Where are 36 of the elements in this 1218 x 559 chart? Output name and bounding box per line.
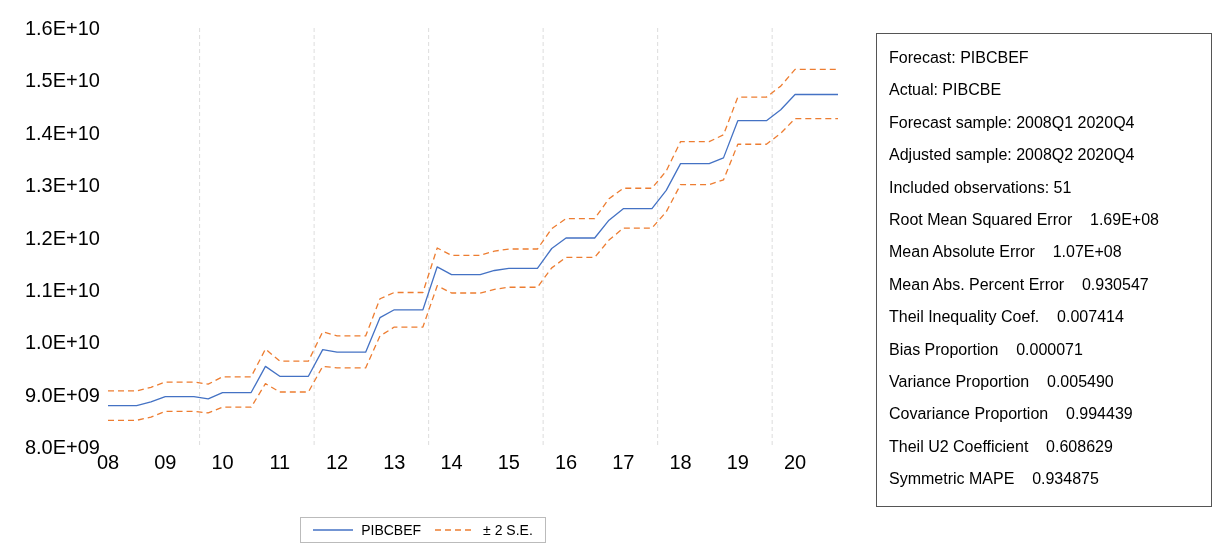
y-tick-label: 1.5E+10 <box>24 69 100 92</box>
text: Covariance Proportion 0.994439 <box>889 404 1134 425</box>
legend-label: PIBCBEF <box>361 522 422 538</box>
y-tick-label: 1.6E+10 <box>24 17 100 40</box>
text: Forecast: PIBCBEF <box>889 48 1030 68</box>
text: Theil Inequality Coef. 0.007414 <box>889 307 1125 328</box>
x-tick-label: 18 <box>669 451 692 474</box>
text: Included observations: 51 <box>889 177 1073 198</box>
text: Variance Proportion 0.005490 <box>889 372 1115 393</box>
x-tick-label: 20 <box>783 451 807 474</box>
text: Adjusted sample: 2008Q2 2020Q4 <box>889 145 1136 166</box>
x-tick-label: 11 <box>269 451 291 474</box>
x-tick-label: 10 <box>211 451 234 474</box>
y-tick-label: 1.2E+10 <box>24 226 100 249</box>
x-tick-label: 13 <box>383 451 406 474</box>
x-tick-label: 19 <box>726 451 749 474</box>
legend-label: ± 2 S.E. <box>483 522 533 538</box>
y-tick-label: 1.0E+10 <box>24 331 100 354</box>
y-tick-label: 9.0E+09 <box>24 383 100 406</box>
text: Root Mean Squared Error 1.69E+08 <box>889 210 1160 231</box>
x-tick-label: 09 <box>154 451 177 474</box>
text: Theil U2 Coefficient 0.608629 <box>889 436 1114 457</box>
text: Bias Proportion 0.000071 <box>889 339 1084 360</box>
text: Mean Absolute Error 1.07E+08 <box>889 242 1123 263</box>
x-tick-label: 15 <box>497 451 520 474</box>
y-tick-label: 1.3E+10 <box>24 174 100 197</box>
y-tick-label: 1.4E+10 <box>24 121 100 144</box>
text: Actual: PIBCBE <box>889 80 1003 101</box>
y-tick-label: 1.1E+10 <box>24 278 100 301</box>
x-tick-label: 16 <box>554 451 578 474</box>
x-tick-label: 17 <box>612 451 635 474</box>
text: Forecast sample: 2008Q1 2020Q4 <box>889 112 1136 133</box>
x-tick-label: 12 <box>325 451 349 474</box>
x-tick-label: 14 <box>440 451 463 474</box>
text: Mean Abs. Percent Error 0.930547 <box>889 274 1150 295</box>
text: Symmetric MAPE 0.934875 <box>889 469 1100 490</box>
